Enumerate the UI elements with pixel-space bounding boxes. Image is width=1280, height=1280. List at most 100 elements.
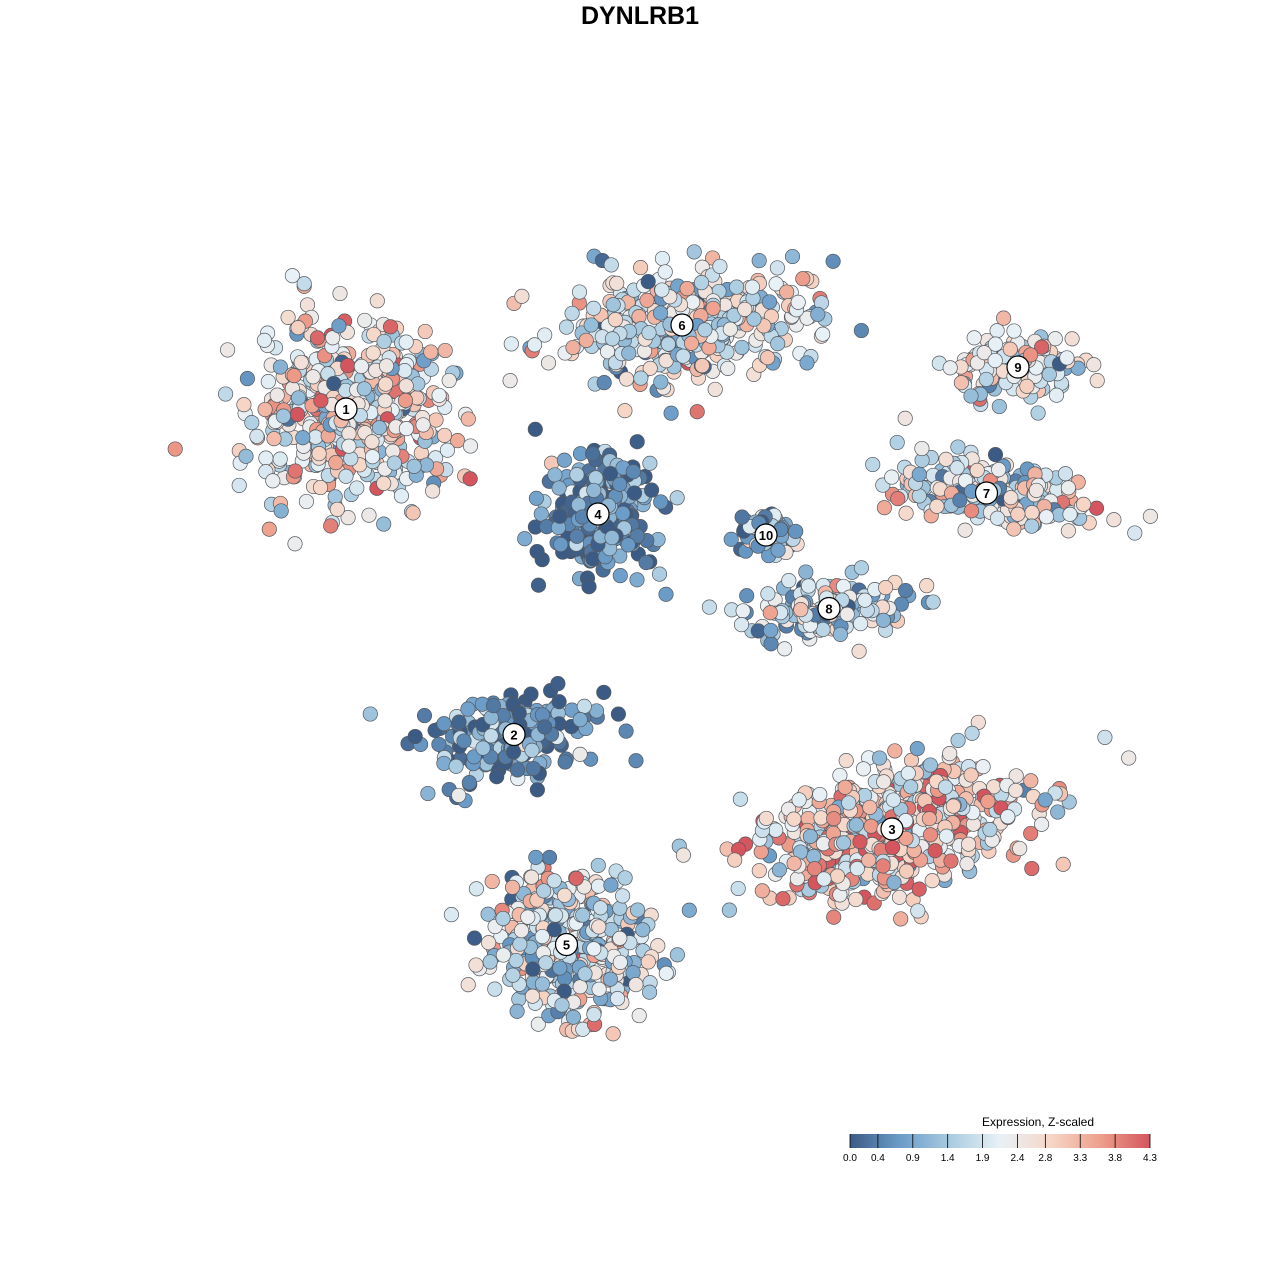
scatter-point (578, 332, 594, 348)
scatter-point (528, 490, 544, 506)
scatter-point (249, 428, 265, 444)
scatter-point (900, 765, 916, 781)
scatter-point (937, 779, 954, 795)
scatter-point (356, 381, 372, 397)
cluster-label-text: 7 (983, 486, 990, 501)
scatter-point (572, 979, 588, 995)
scatter-point (1008, 782, 1024, 799)
scatter-point (861, 852, 877, 868)
scatter-point (556, 452, 572, 468)
cluster-label-badge (334, 397, 358, 421)
scatter-point (296, 276, 312, 292)
scatter-point (793, 602, 809, 618)
scatter-point (585, 446, 601, 462)
scatter-point (393, 488, 409, 504)
scatter-point (753, 844, 769, 860)
scatter-point (991, 398, 1007, 415)
scatter-point (557, 887, 573, 903)
scatter-point (591, 919, 607, 935)
scatter-point (658, 586, 674, 602)
scatter-point (663, 405, 679, 421)
scatter-point (679, 281, 695, 297)
scatter-point (308, 429, 324, 445)
scatter-point (505, 744, 522, 760)
scatter-point (523, 686, 539, 702)
color-bar-tick-label: 0.0 (843, 1153, 857, 1164)
scatter-point (653, 374, 669, 390)
scatter-point (781, 573, 797, 589)
scatter-point (921, 811, 937, 827)
scatter-point (514, 288, 530, 304)
scatter-point (1048, 387, 1065, 403)
scatter-point (654, 282, 670, 298)
scatter-point (575, 907, 591, 923)
scatter-point (305, 369, 321, 385)
scatter-point (586, 300, 602, 316)
scatter-point (420, 785, 436, 802)
scatter-point (311, 446, 327, 462)
scatter-point (786, 855, 802, 871)
color-bar-tick-label: 3.8 (1108, 1153, 1122, 1164)
scatter-point (468, 957, 484, 973)
scatter-point (966, 330, 982, 346)
scatter-point (524, 869, 540, 885)
scatter-point (620, 537, 636, 553)
scatter-point (1050, 804, 1066, 820)
scatter-point (893, 911, 909, 927)
scatter-point (657, 264, 673, 280)
scatter-point (603, 257, 619, 273)
scatter-point (617, 870, 633, 886)
scatter-point (815, 621, 831, 638)
scatter-point (810, 306, 826, 322)
scatter-point (799, 355, 815, 371)
scatter-point (527, 337, 543, 353)
scatter-point (436, 427, 453, 443)
scatter-point (812, 786, 828, 803)
scatter-point (353, 358, 369, 374)
scatter-point (602, 971, 618, 987)
scatter-point (737, 301, 753, 317)
scatter-point (1012, 840, 1028, 857)
scatter-point (529, 543, 545, 560)
color-legend: 0.0 0.4 0.9 1.4 1.9 2.4 2.8 3.3 3.8 4.3 (843, 1134, 1157, 1164)
scatter-point (770, 336, 786, 352)
scatter-point (922, 757, 938, 773)
scatter-point (791, 792, 807, 808)
scatter-point (361, 507, 377, 523)
scatter-point (751, 863, 767, 879)
scatter-point (551, 480, 567, 496)
scatter-point (280, 309, 296, 325)
scatter-point (1088, 500, 1105, 516)
scatter-point (239, 371, 255, 387)
scatter-point (327, 489, 343, 505)
scatter-point (272, 359, 288, 375)
scatter-point (746, 311, 762, 327)
scatter-point (660, 336, 676, 352)
scatter-point (980, 793, 996, 809)
scatter-point (244, 415, 260, 431)
scatter-point (588, 470, 604, 486)
scatter-point (612, 476, 628, 492)
cluster-label-5: 5 (554, 932, 579, 957)
scatter-point (275, 408, 291, 424)
scatter-point (863, 818, 879, 834)
scatter-point (538, 955, 554, 971)
scatter-point (1121, 750, 1137, 766)
scatter-point (839, 606, 855, 622)
scatter-point (669, 490, 685, 506)
scatter-point (890, 491, 906, 507)
scatter-point (885, 792, 901, 808)
scatter-point (451, 787, 467, 803)
color-bar-tick-label: 0.4 (871, 1153, 885, 1164)
scatter-point (952, 492, 968, 508)
scatter-point (903, 779, 919, 795)
cluster-label-text: 2 (510, 728, 517, 743)
scatter-point (290, 390, 307, 406)
scatter-point (813, 810, 829, 826)
scatter-point (609, 991, 626, 1007)
scatter-point (590, 857, 606, 873)
scatter-point (569, 467, 585, 483)
cluster-label-9: 9 (1006, 355, 1030, 379)
scatter-point (875, 612, 891, 628)
scatter-point (639, 292, 655, 308)
